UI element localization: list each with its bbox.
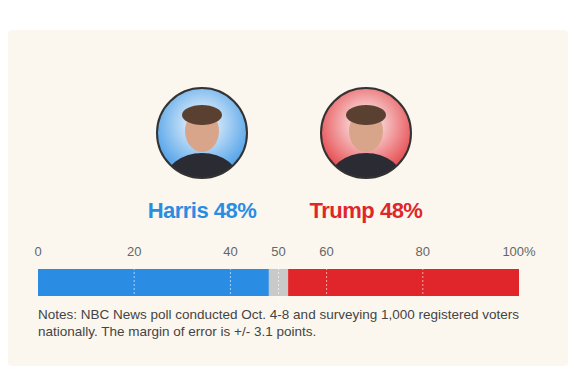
html-text:Trump 48%: Trump 48% — [309, 198, 423, 223]
svg-text:50: 50 — [271, 244, 285, 259]
html-text:Harris 48%: Harris 48% — [147, 198, 257, 223]
svg-text:80: 80 — [416, 244, 430, 259]
html-text:Notes: NBC News poll conducted: Notes: NBC News poll conducted Oct. 4-8 … — [38, 307, 519, 339]
svg-text:0: 0 — [34, 244, 41, 259]
svg-text:20: 20 — [127, 244, 141, 259]
svg-text:60: 60 — [319, 244, 333, 259]
svg-text:100%: 100% — [502, 244, 536, 259]
svg-text:40: 40 — [223, 244, 237, 259]
